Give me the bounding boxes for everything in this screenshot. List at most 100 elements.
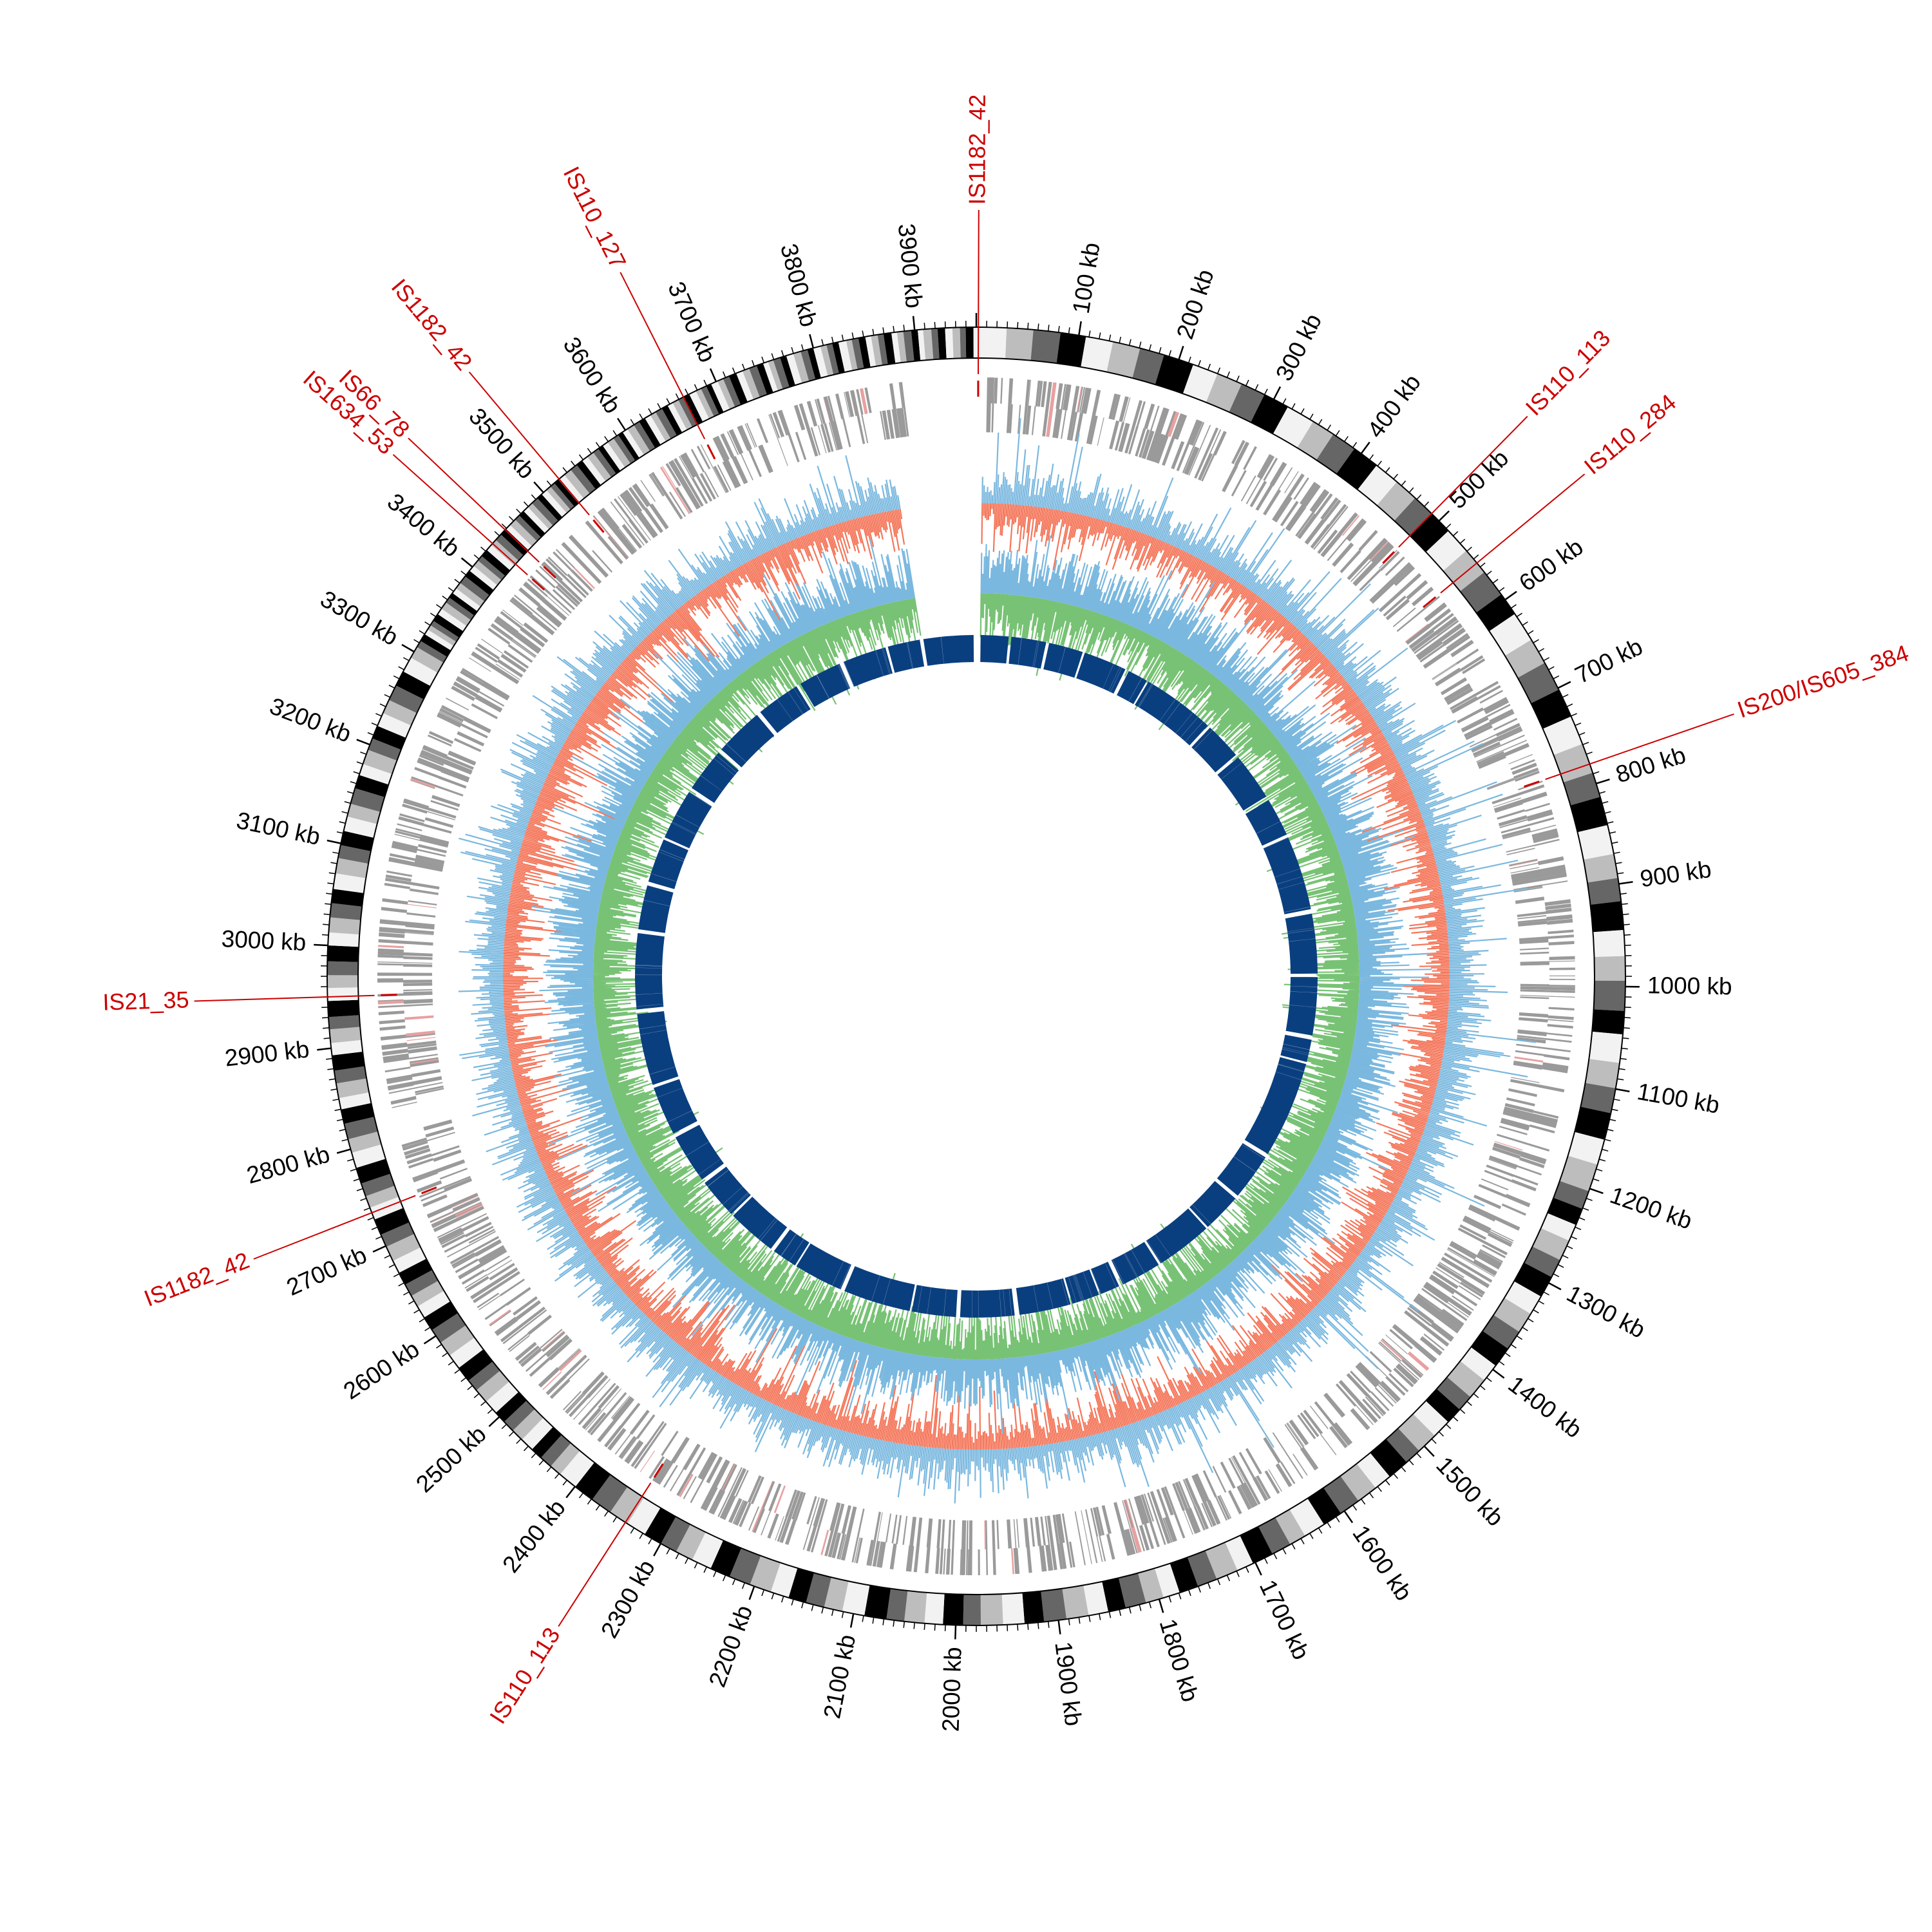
feature-bar (810, 427, 820, 455)
feature-bar (1477, 743, 1529, 766)
inner-ring-gap (838, 663, 850, 689)
feature-bar (379, 919, 435, 928)
feature-bar (985, 1520, 989, 1575)
inner-ring-gap (1285, 912, 1312, 918)
feature-bar (500, 611, 545, 647)
feature-bar (1076, 386, 1083, 413)
ideogram-band (1336, 448, 1377, 490)
feature-bar (402, 980, 432, 982)
ideogram-band (742, 368, 760, 400)
ideogram-band (551, 1443, 580, 1475)
minor-tick (332, 1099, 339, 1101)
inner-ring-gap (1016, 1288, 1020, 1315)
minor-tick (1528, 1318, 1534, 1323)
feature-bar (428, 734, 452, 747)
feature-bar (379, 1019, 405, 1025)
feature-bar (1350, 1409, 1369, 1430)
feature-bar (1147, 407, 1167, 460)
feature-bar (1487, 779, 1515, 790)
feature-bar (845, 391, 855, 417)
feature-bar (1517, 916, 1573, 923)
feature-bar (406, 1153, 431, 1162)
feature-bar (723, 1495, 736, 1520)
minor-tick (1528, 630, 1534, 635)
inner-ring-gap (1110, 667, 1122, 692)
ideogram-band (661, 1517, 690, 1552)
feature-bar (1520, 961, 1549, 963)
minor-tick (1168, 1596, 1172, 1603)
minor-tick (1618, 1068, 1625, 1070)
ideogram-band (363, 750, 397, 774)
feature-bar (696, 446, 711, 469)
feature-bar (1055, 1514, 1066, 1569)
feature-bar (1295, 491, 1330, 537)
feature-bar (1323, 1393, 1345, 1417)
feature-bar (439, 1168, 468, 1180)
ideogram-band (696, 388, 714, 419)
feature-bar (1461, 717, 1489, 733)
feature-bar (671, 1437, 690, 1464)
feature-bar (598, 1385, 620, 1409)
feature-bar (732, 1500, 744, 1524)
ideogram-band (846, 339, 858, 371)
ideogram-band (645, 415, 666, 445)
minor-tick (1445, 523, 1452, 529)
feature-bar (1416, 623, 1463, 659)
feature-bar (1358, 529, 1378, 551)
feature-bar (1518, 920, 1548, 927)
feature-bar (1419, 644, 1445, 663)
minor-tick (1562, 694, 1569, 698)
minor-tick (454, 578, 460, 584)
feature-bar (1207, 1500, 1220, 1525)
ideogram-band (1182, 365, 1218, 402)
insertion-sequence-leader (978, 209, 980, 375)
feature-bar (1147, 1492, 1166, 1545)
minor-tick (841, 334, 844, 341)
feature-bar (867, 1540, 874, 1566)
feature-bar (433, 1149, 462, 1162)
feature-bar (628, 487, 646, 510)
ideogram-band (1083, 1581, 1108, 1616)
ideogram-band (337, 845, 371, 864)
minor-tick (1431, 1438, 1437, 1444)
feature-bar (386, 1077, 413, 1084)
major-tick (617, 417, 627, 431)
feature-bar (1007, 1519, 1012, 1549)
feature-bar (394, 833, 448, 848)
feature-bar (1304, 519, 1323, 543)
feature-bar (1449, 1242, 1477, 1260)
feature-bar (1533, 1110, 1559, 1118)
ideogram-band (1524, 1246, 1560, 1278)
minor-tick (723, 1575, 726, 1582)
feature-bar (1249, 480, 1267, 507)
minor-tick (1393, 473, 1398, 480)
feature-bar (428, 731, 454, 744)
ideogram-band (824, 1577, 849, 1612)
inner-ring-gap (649, 1066, 676, 1075)
minor-tick (436, 1343, 442, 1349)
feature-bar (1367, 538, 1388, 560)
insertion-sequence-mark (592, 519, 605, 533)
feature-bar (1396, 1365, 1417, 1385)
feature-bar (1548, 1019, 1574, 1023)
minor-tick (666, 1548, 670, 1555)
ideogram-band (388, 685, 424, 714)
ideogram-band (903, 330, 914, 363)
feature-bar (1473, 1195, 1502, 1209)
feature-bar (1133, 1496, 1146, 1525)
minor-tick (1198, 1586, 1201, 1593)
ideogram-band (343, 816, 377, 838)
ideogram-band (650, 412, 671, 442)
feature-bar (1280, 1461, 1296, 1484)
ideogram-band (1056, 332, 1086, 367)
major-tick (1589, 1188, 1604, 1195)
minor-tick (1466, 1401, 1472, 1406)
coordinate-label: 1200 kb (1607, 1182, 1696, 1235)
coordinate-label: 1000 kb (1647, 972, 1732, 999)
feature-bar (417, 757, 443, 771)
feature-bar (383, 1055, 410, 1063)
feature-bar (926, 1518, 931, 1548)
inner-ring-gap (716, 755, 737, 773)
feature-bar (1542, 880, 1568, 886)
feature-bar (1413, 1300, 1458, 1334)
